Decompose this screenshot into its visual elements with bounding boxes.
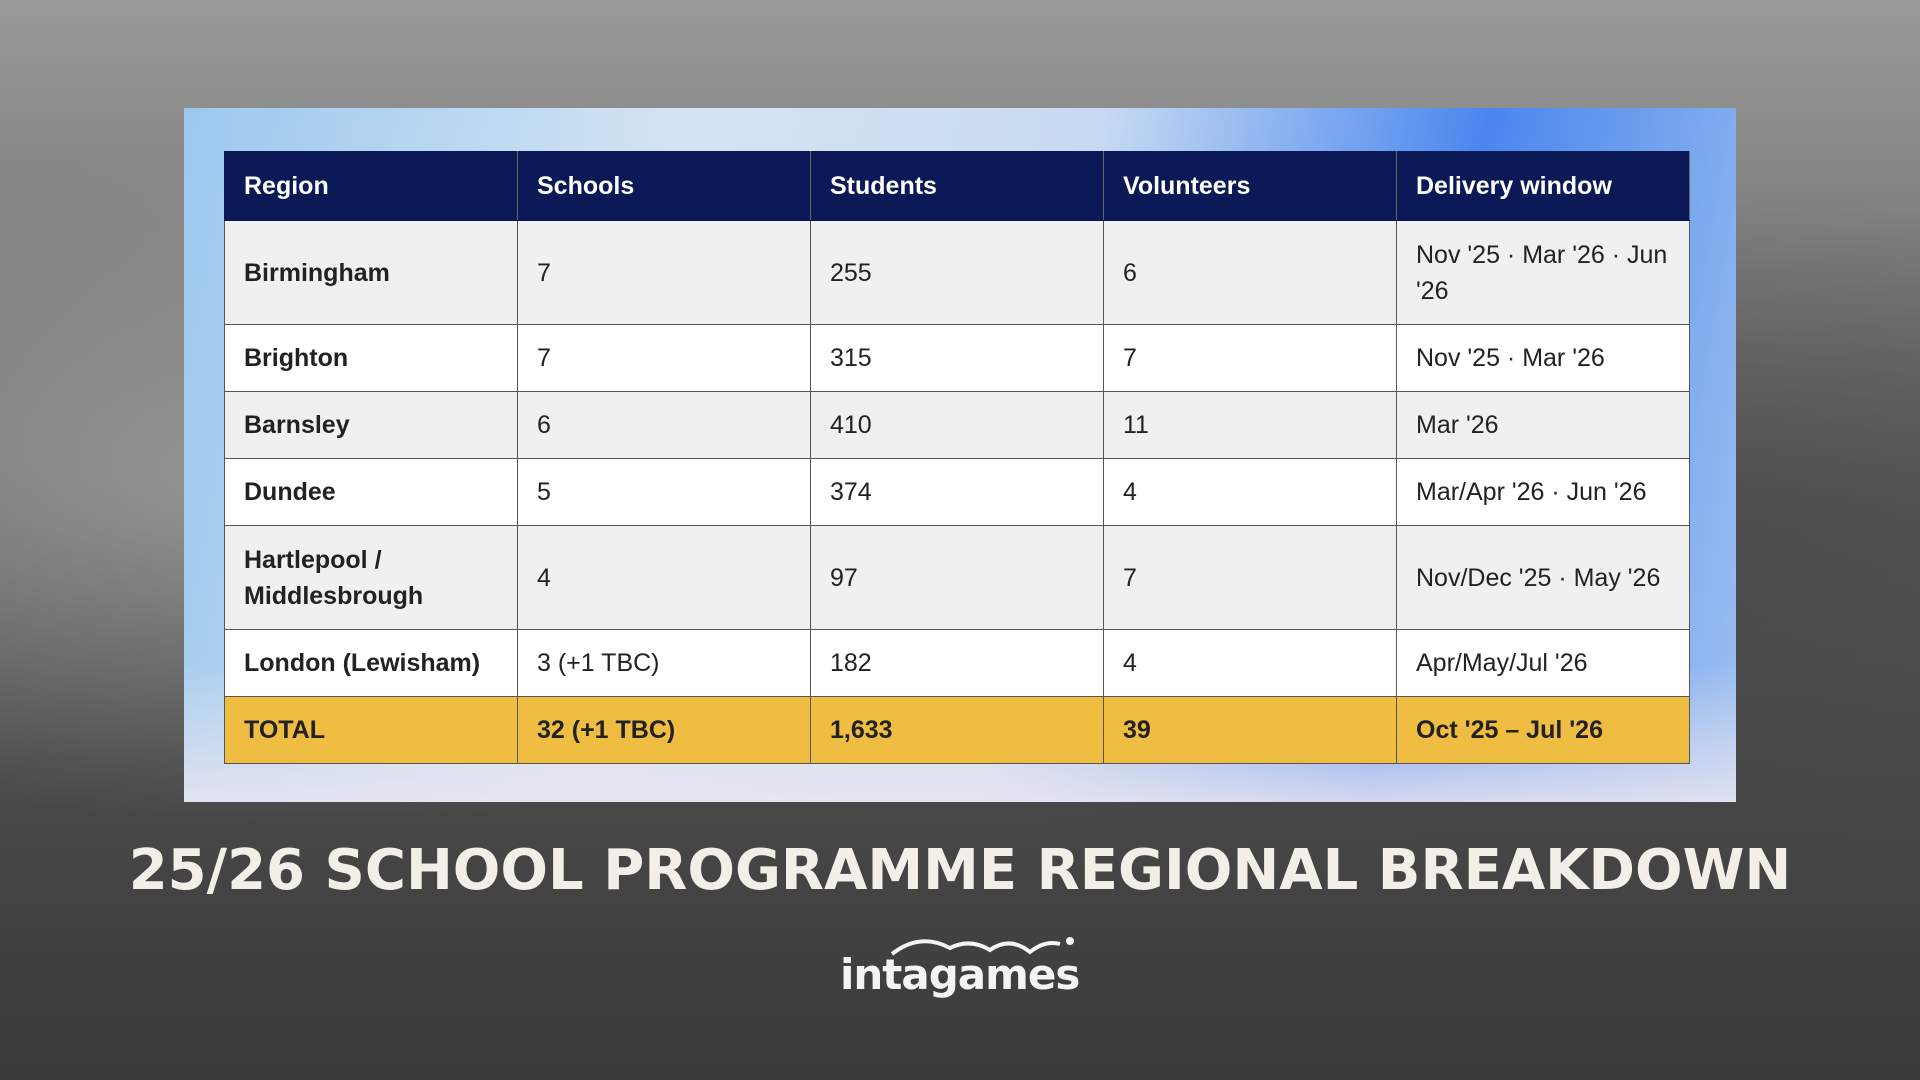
table-cell: Hartlepool / Middlesbrough — [224, 525, 518, 630]
title: 25/26 SCHOOL PROGRAMME REGIONAL BREAKDOW… — [128, 838, 1792, 903]
table-cell: 315 — [810, 324, 1104, 392]
table-cell: Dundee — [224, 458, 518, 526]
table-cell: 7 — [517, 324, 811, 392]
header-cell: Delivery window — [1396, 151, 1690, 221]
table-cell: Nov '25 · Mar '26 — [1396, 324, 1690, 392]
total-cell: 1,633 — [810, 696, 1104, 764]
table-cell: 255 — [810, 220, 1104, 325]
table-cell: 97 — [810, 525, 1104, 630]
header-cell: Region — [224, 151, 518, 221]
table-cell: Birmingham — [224, 220, 518, 325]
total-cell: TOTAL — [224, 696, 518, 764]
logo-text: intagames — [840, 950, 1080, 999]
total-cell: 39 — [1103, 696, 1397, 764]
logo-arc — [890, 937, 1074, 956]
table-cell: 374 — [810, 458, 1104, 526]
table-cell: 4 — [1103, 629, 1397, 697]
header-row: Region Schools Students Volunteers Delivery … — [224, 151, 1690, 221]
table-cell: Nov/Dec '25 · May '26 — [1396, 525, 1690, 630]
total-cell: 32 (+1 TBC) — [517, 696, 811, 764]
table-row: Birmingham 7 255 6 Nov '25 · Mar '26 · Jun '… — [224, 220, 1690, 325]
table-cell: 182 — [810, 629, 1104, 697]
table-row: Barnsley 6 410 11 Mar '26 — [224, 391, 1690, 459]
table-cell: 11 — [1103, 391, 1397, 459]
table-cell: 7 — [1103, 324, 1397, 392]
table-cell: 7 — [517, 220, 811, 325]
table-cell: Barnsley — [224, 391, 518, 459]
table-cell: 6 — [1103, 220, 1397, 325]
table-cell: 4 — [517, 525, 811, 630]
table-cell: Nov '25 · Mar '26 · Jun '26 — [1396, 220, 1690, 325]
table-cell: Mar '26 — [1396, 391, 1690, 459]
table-cell: 7 — [1103, 525, 1397, 630]
total-cell: Oct '25 – Jul '26 — [1396, 696, 1690, 764]
table-cell: 5 — [517, 458, 811, 526]
table-cell: Mar/Apr '26 · Jun '26 — [1396, 458, 1690, 526]
table-cell: 410 — [810, 391, 1104, 459]
table-row: Hartlepool / Middlesbrough 4 97 7 Nov/Dec '2… — [224, 525, 1690, 630]
table-row: Dundee 5 374 4 Mar/Apr '26 · Jun '26 — [224, 458, 1690, 526]
table: Region Schools Students Volunteers Delivery … — [224, 151, 1690, 764]
table-cell: London (Lewisham) — [224, 629, 518, 697]
table-cell: 4 — [1103, 458, 1397, 526]
table-cell: Brighton — [224, 324, 518, 392]
total-row: TOTAL 32 (+1 TBC) 1,633 39 Oct '25 – Jul '26 — [224, 696, 1690, 764]
table-panel: Region Schools Students Volunteers Delivery … — [184, 108, 1736, 802]
table-row: Brighton 7 315 7 Nov '25 · Mar '26 — [224, 324, 1690, 392]
table-cell: 3 (+1 TBC) — [517, 629, 811, 697]
table-cell: 6 — [517, 391, 811, 459]
table-cell: Apr/May/Jul '26 — [1396, 629, 1690, 697]
table-row: London (Lewisham) 3 (+1 TBC) 182 4 Apr/May/J… — [224, 629, 1690, 697]
logo: intagames — [830, 930, 1090, 1010]
header-cell: Schools — [517, 151, 811, 221]
header-cell: Students — [810, 151, 1104, 221]
header-cell: Volunteers — [1103, 151, 1397, 221]
